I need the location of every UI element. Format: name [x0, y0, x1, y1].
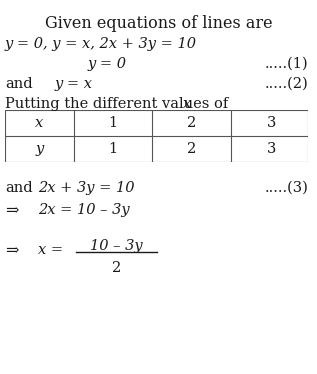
Text: 3: 3: [267, 142, 276, 156]
Text: y = 0, y = x, 2x + 3y = 10: y = 0, y = x, 2x + 3y = 10: [5, 37, 197, 51]
Text: 2x = 10 – 3y: 2x = 10 – 3y: [38, 203, 130, 217]
Text: 1: 1: [108, 142, 118, 156]
Text: .....(2): .....(2): [264, 77, 308, 91]
Text: 10 – 3y: 10 – 3y: [90, 239, 143, 253]
Text: y: y: [35, 142, 43, 156]
Text: 2x + 3y = 10: 2x + 3y = 10: [38, 181, 134, 195]
Text: Putting the different values of: Putting the different values of: [5, 97, 233, 111]
Text: x: x: [183, 97, 191, 111]
Text: 3: 3: [267, 116, 276, 130]
Text: .....(3): .....(3): [264, 181, 308, 195]
Text: y = x: y = x: [55, 77, 93, 91]
Text: 2: 2: [112, 261, 121, 275]
Text: and: and: [5, 181, 33, 195]
Text: ⇒: ⇒: [5, 202, 18, 218]
Text: x =: x =: [38, 243, 63, 257]
Text: .....(1): .....(1): [264, 57, 308, 71]
Text: Given equations of lines are: Given equations of lines are: [45, 15, 272, 33]
Text: and: and: [5, 77, 33, 91]
Text: ⇒: ⇒: [5, 242, 18, 258]
Text: 2: 2: [187, 116, 197, 130]
Text: x: x: [35, 116, 43, 130]
Text: 1: 1: [108, 116, 118, 130]
Text: y = 0: y = 0: [88, 57, 127, 71]
Text: 2: 2: [187, 142, 197, 156]
